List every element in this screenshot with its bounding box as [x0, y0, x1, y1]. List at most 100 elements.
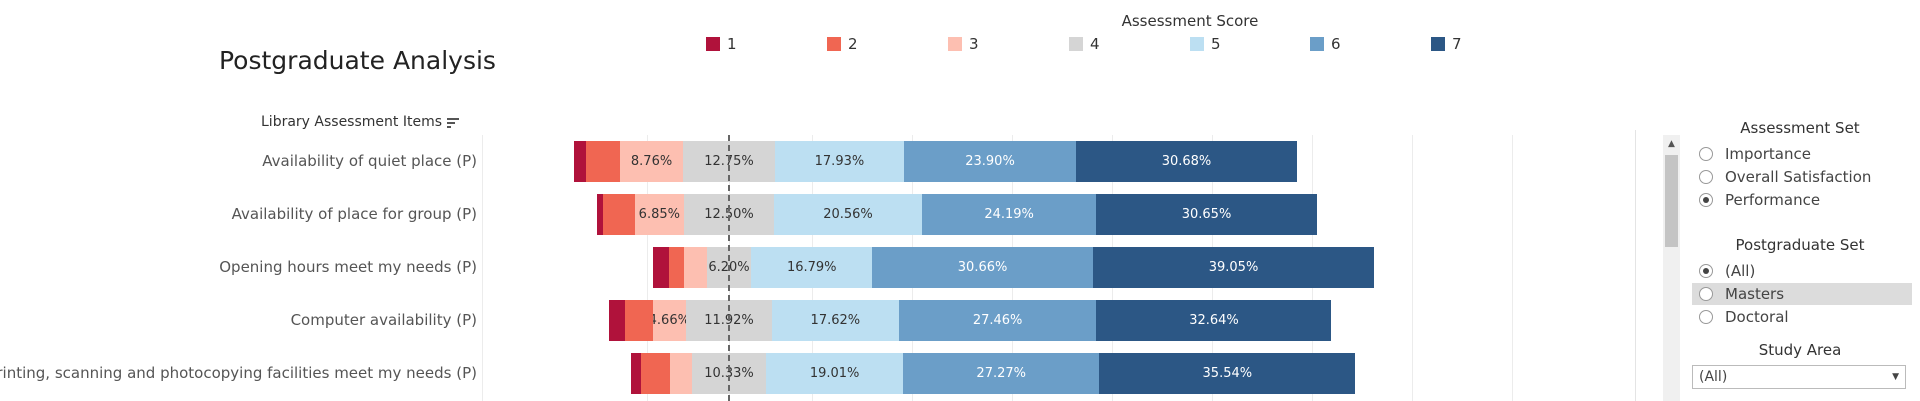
radio-label: Overall Satisfaction: [1725, 168, 1872, 186]
legend-swatch: [948, 37, 962, 51]
data-label: 8.76%: [630, 154, 673, 169]
radio-option-overall-satisfaction[interactable]: Overall Satisfaction: [1692, 166, 1912, 188]
bar-segment-score-6[interactable]: 30.66%: [872, 247, 1093, 288]
data-label: 23.90%: [965, 154, 1015, 169]
legend-swatch: [1310, 37, 1324, 51]
legend-item-1[interactable]: 1: [706, 35, 737, 53]
bar-segment-score-1[interactable]: [573, 141, 587, 182]
data-label: 30.66%: [957, 260, 1008, 275]
legend-item-5[interactable]: 5: [1190, 35, 1221, 53]
study-area-title: Study Area: [1758, 341, 1842, 359]
study-area-dropdown[interactable]: (All) ▼: [1692, 365, 1906, 389]
radio-option-masters[interactable]: Masters: [1692, 283, 1912, 305]
sort-descending-icon[interactable]: [447, 117, 459, 128]
legend-label: 7: [1452, 35, 1462, 53]
chevron-down-icon[interactable]: ▼: [1892, 372, 1899, 382]
radio-option-importance[interactable]: Importance: [1692, 143, 1912, 165]
page-title: Postgraduate Analysis: [219, 46, 496, 75]
row-label: Availability of quiet place (P): [262, 152, 477, 170]
data-label: 19.01%: [809, 366, 860, 381]
bar-segment-score-5[interactable]: 19.01%: [766, 353, 904, 394]
bar-segment-score-1[interactable]: [653, 247, 669, 288]
bar-segment-score-1[interactable]: [609, 300, 626, 341]
legend-label: 2: [848, 35, 858, 53]
data-label: 27.46%: [972, 313, 1023, 328]
study-area-value: (All): [1699, 369, 1728, 385]
bar-segment-score-1[interactable]: [631, 353, 642, 394]
row-label: Printing, scanning and photocopying faci…: [0, 364, 477, 382]
data-label: 6.85%: [638, 207, 680, 222]
bar-segment-score-2[interactable]: [641, 353, 671, 394]
row-label: Availability of place for group (P): [231, 205, 477, 223]
bar-segment-score-3[interactable]: 8.76%: [620, 141, 684, 182]
row-header-label: Library Assessment Items: [261, 114, 442, 130]
radio-label: (All): [1725, 262, 1756, 280]
legend-item-6[interactable]: 6: [1310, 35, 1341, 53]
radio-option-doctoral[interactable]: Doctoral: [1692, 306, 1912, 328]
bar-segment-score-6[interactable]: 24.19%: [922, 194, 1097, 235]
bar-segment-score-7[interactable]: 30.68%: [1076, 141, 1297, 182]
row-label: Computer availability (P): [290, 311, 477, 329]
data-label: 32.64%: [1189, 313, 1239, 328]
bar-segment-score-2[interactable]: [586, 141, 621, 182]
scrollbar-thumb[interactable]: [1665, 155, 1678, 247]
data-label: 24.19%: [984, 207, 1034, 222]
bar-segment-score-2[interactable]: [668, 247, 684, 288]
legend-item-7[interactable]: 7: [1431, 35, 1462, 53]
radio-option-performance[interactable]: Performance: [1692, 189, 1912, 211]
bar-segment-score-2[interactable]: [625, 300, 653, 341]
legend-item-4[interactable]: 4: [1069, 35, 1100, 53]
radio-button[interactable]: [1699, 147, 1713, 161]
radio-option-all[interactable]: (All): [1692, 260, 1912, 282]
scroll-up-icon[interactable]: ▲: [1663, 135, 1680, 152]
bar-segment-score-1[interactable]: [596, 194, 603, 235]
bar-segment-score-3[interactable]: [670, 353, 692, 394]
data-label: 17.62%: [810, 313, 861, 328]
data-label: 17.93%: [814, 154, 865, 169]
legend-label: 4: [1090, 35, 1100, 53]
radio-button[interactable]: [1699, 193, 1713, 207]
row-label: Opening hours meet my needs (P): [219, 258, 477, 276]
postgraduate-set-title: Postgraduate Set: [1735, 236, 1865, 254]
legend-label: 1: [727, 35, 737, 53]
bar-segment-score-2[interactable]: [603, 194, 635, 235]
bar-segment-score-7[interactable]: 30.65%: [1096, 194, 1317, 235]
legend-title: Assessment Score: [1121, 12, 1259, 30]
legend-swatch: [706, 37, 720, 51]
data-label: 35.54%: [1202, 366, 1253, 381]
panel-divider: [1635, 130, 1636, 401]
bar-segment-score-6[interactable]: 27.27%: [903, 353, 1100, 394]
row-header[interactable]: Library Assessment Items: [261, 114, 459, 130]
legend-swatch: [1069, 37, 1083, 51]
radio-button[interactable]: [1699, 287, 1713, 301]
bar-segment-score-5[interactable]: 17.93%: [774, 141, 904, 182]
radio-label: Masters: [1725, 285, 1785, 303]
legend-item-2[interactable]: 2: [827, 35, 858, 53]
bar-segment-score-3[interactable]: [683, 247, 707, 288]
bar-segment-score-6[interactable]: 27.46%: [898, 300, 1097, 341]
bar-segment-score-6[interactable]: 23.90%: [903, 141, 1077, 182]
bar-segment-score-3[interactable]: 6.85%: [634, 194, 684, 235]
radio-button[interactable]: [1699, 264, 1713, 278]
radio-label: Performance: [1725, 191, 1821, 209]
radio-label: Importance: [1725, 145, 1811, 163]
radio-label: Doctoral: [1725, 308, 1789, 326]
legend-item-3[interactable]: 3: [948, 35, 979, 53]
bar-segment-score-7[interactable]: 39.05%: [1092, 247, 1375, 288]
data-label: 39.05%: [1208, 260, 1259, 275]
bar-segment-score-3[interactable]: 4.66%: [652, 300, 687, 341]
legend-label: 5: [1211, 35, 1221, 53]
bar-segment-score-7[interactable]: 32.64%: [1096, 300, 1332, 341]
bar-segment-score-5[interactable]: 20.56%: [774, 194, 923, 235]
radio-button[interactable]: [1699, 310, 1713, 324]
bar-segment-score-7[interactable]: 35.54%: [1099, 353, 1356, 394]
gridline: [1512, 135, 1513, 401]
bar-segment-score-5[interactable]: 16.79%: [751, 247, 873, 288]
radio-button[interactable]: [1699, 170, 1713, 184]
gridline: [482, 135, 483, 401]
data-label: 27.27%: [976, 366, 1026, 381]
data-label: 30.68%: [1161, 154, 1212, 169]
data-label: 4.66%: [652, 313, 687, 328]
legend-label: 6: [1331, 35, 1341, 53]
bar-segment-score-5[interactable]: 17.62%: [771, 300, 899, 341]
